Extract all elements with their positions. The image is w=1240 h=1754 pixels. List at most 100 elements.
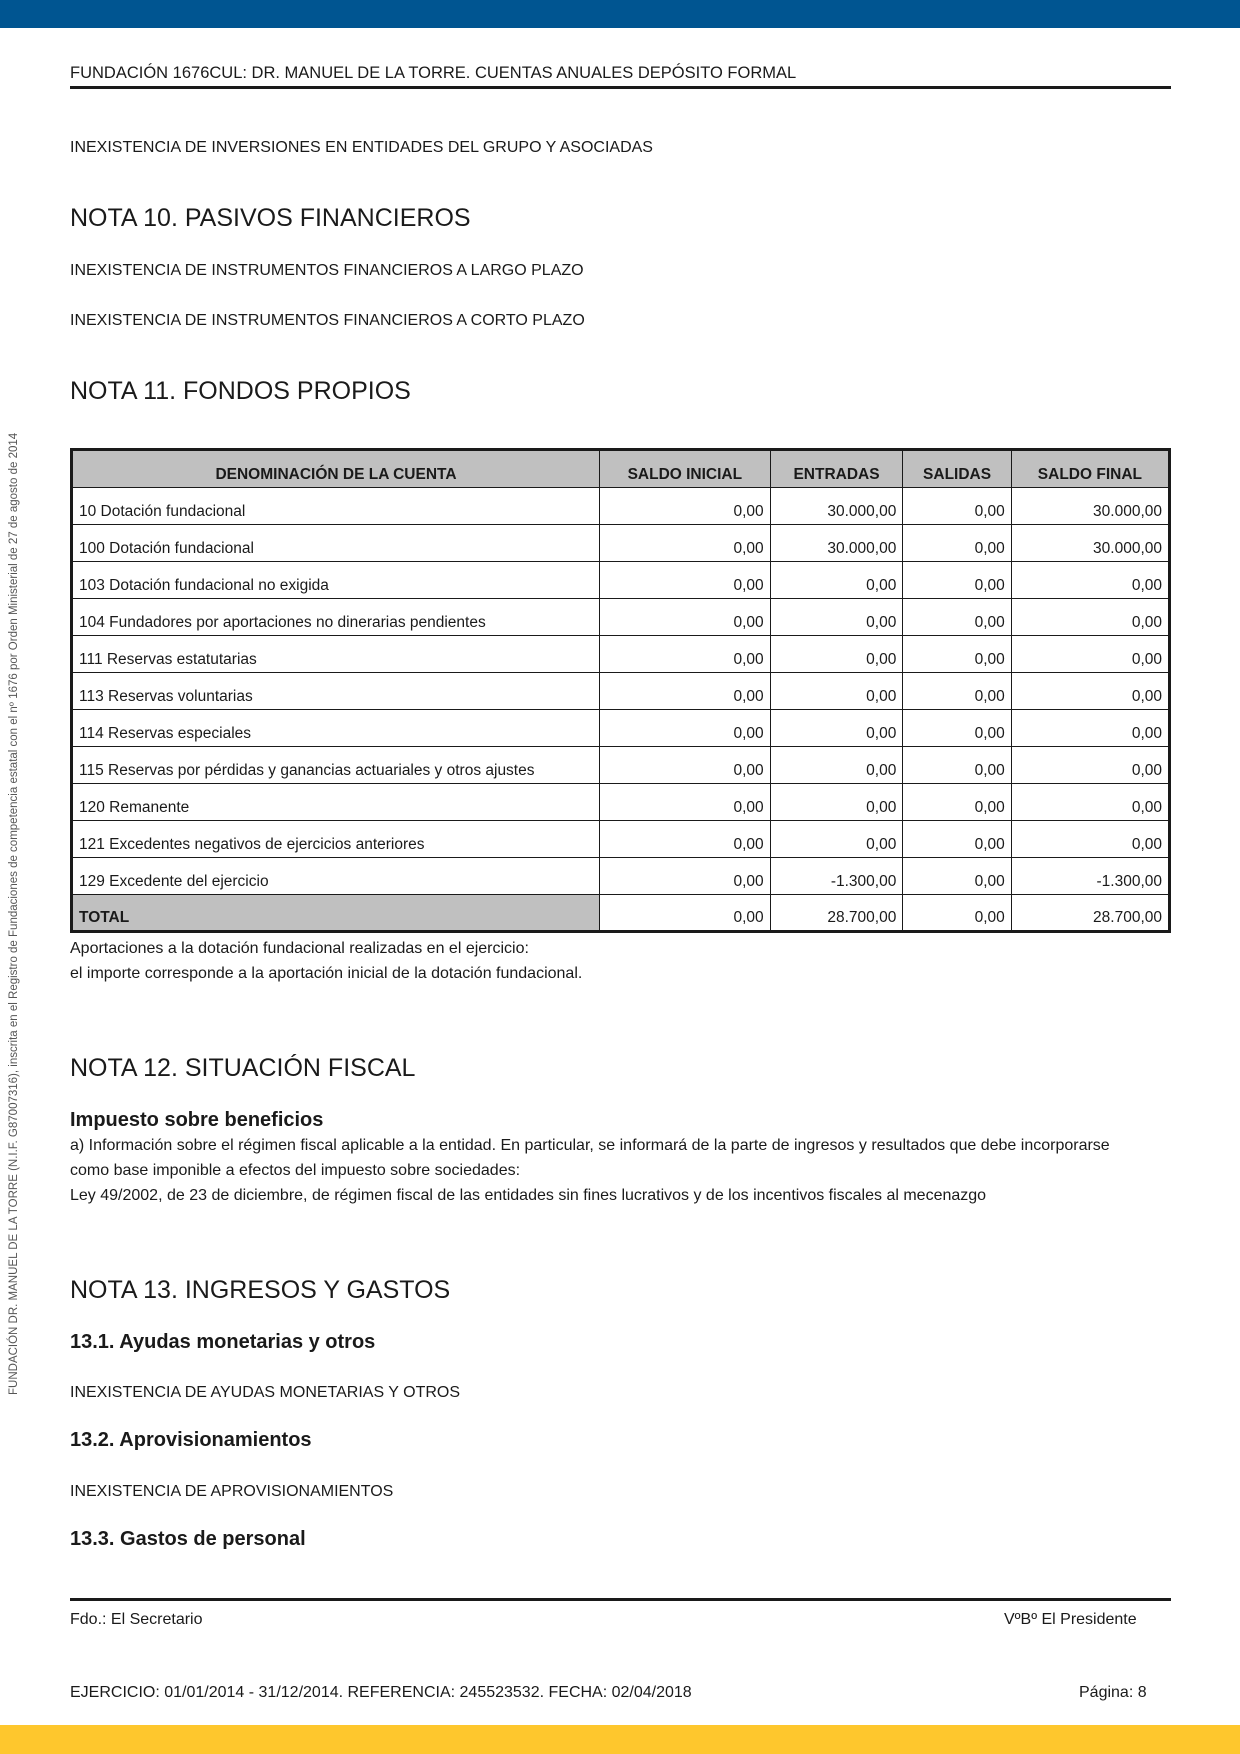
account-name-cell: TOTAL <box>71 894 600 932</box>
table-row: 113 Reservas voluntarias 0,00 0,00 0,00 0,00 <box>71 672 1171 710</box>
amount-cell: 0,00 <box>769 746 904 784</box>
table-row: 111 Reservas estatutarias 0,00 0,00 0,00 0,0… <box>71 635 1171 673</box>
nota10-line1: INEXISTENCIA DE INSTRUMENTOS FINANCIEROS… <box>70 262 584 279</box>
amount-cell: 0,00 <box>902 783 1012 821</box>
nota12-p3: Ley 49/2002, de 23 de diciembre, de régi… <box>70 1187 987 1204</box>
account-name-cell: 100 Dotación fundacional <box>71 524 600 562</box>
amount-cell: 0,00 <box>599 783 771 821</box>
table-total-row: TOTAL 0,00 28.700,00 0,00 28.700,00 <box>71 894 1171 932</box>
column-header: DENOMINACIÓN DE LA CUENTA <box>71 449 600 488</box>
nota12-p1: a) Información sobre el régimen fiscal a… <box>70 1137 1110 1154</box>
table-header-row: DENOMINACIÓN DE LA CUENTA SALDO INICIAL EN… <box>71 449 1171 488</box>
presidente-signature: VºBº El Presidente <box>1004 1611 1137 1628</box>
amount-cell: -1.300,00 <box>1010 857 1171 895</box>
amount-cell: 0,00 <box>599 709 771 747</box>
table-row: 114 Reservas especiales 0,00 0,00 0,00 0,00 <box>71 709 1171 747</box>
amount-cell: 0,00 <box>1010 561 1171 599</box>
account-name-cell: 10 Dotación fundacional <box>71 487 600 525</box>
amount-cell: 0,00 <box>599 746 771 784</box>
amount-cell: 0,00 <box>902 487 1012 525</box>
table-row: 129 Excedente del ejercicio 0,00 -1.300,00… <box>71 857 1171 895</box>
amount-cell: 0,00 <box>902 746 1012 784</box>
amount-cell: 0,00 <box>769 672 904 710</box>
amount-cell: 0,00 <box>599 524 771 562</box>
amount-cell: 0,00 <box>769 635 904 673</box>
account-name-cell: 104 Fundadores por aportaciones no diner… <box>71 598 600 636</box>
inversiones-text: INEXISTENCIA DE INVERSIONES EN ENTIDADES… <box>70 139 653 156</box>
page-number: Página: 8 <box>1079 1684 1147 1701</box>
amount-cell: 0,00 <box>902 672 1012 710</box>
document-header: FUNDACIÓN 1676CUL: DR. MANUEL DE LA TORR… <box>70 64 797 82</box>
table-row: 100 Dotación fundacional 0,00 30.000,00 0,0… <box>71 524 1171 562</box>
table-row: 120 Remanente 0,00 0,00 0,00 0,00 <box>71 783 1171 821</box>
column-header: SALDO FINAL <box>1010 449 1171 488</box>
ejercicio-reference: EJERCICIO: 01/01/2014 - 31/12/2014. REFE… <box>70 1684 692 1701</box>
amount-cell: 0,00 <box>1010 783 1171 821</box>
amount-cell: 0,00 <box>902 635 1012 673</box>
amount-cell: 0,00 <box>1010 709 1171 747</box>
amount-cell: 0,00 <box>769 709 904 747</box>
nota10-line2: INEXISTENCIA DE INSTRUMENTOS FINANCIEROS… <box>70 312 585 329</box>
nota11-note1: Aportaciones a la dotación fundacional r… <box>70 940 529 957</box>
column-header: SALDO INICIAL <box>599 449 771 488</box>
nota10-title: NOTA 10. PASIVOS FINANCIEROS <box>70 204 471 232</box>
nota13-s2: 13.2. Aprovisionamientos <box>70 1429 312 1451</box>
amount-cell: 0,00 <box>902 857 1012 895</box>
amount-cell: 0,00 <box>1010 598 1171 636</box>
amount-cell: 30.000,00 <box>769 524 904 562</box>
amount-cell: 0,00 <box>769 783 904 821</box>
header-rule <box>70 86 1171 89</box>
fondos-propios-table: DENOMINACIÓN DE LA CUENTA SALDO INICIAL EN… <box>70 448 1171 933</box>
nota13-s1-text: INEXISTENCIA DE AYUDAS MONETARIAS Y OTRO… <box>70 1384 461 1401</box>
amount-cell: 0,00 <box>902 820 1012 858</box>
amount-cell: 0,00 <box>769 598 904 636</box>
amount-cell: 0,00 <box>902 598 1012 636</box>
amount-cell: 0,00 <box>599 487 771 525</box>
amount-cell: 0,00 <box>1010 820 1171 858</box>
amount-cell: 0,00 <box>902 561 1012 599</box>
amount-cell: 0,00 <box>902 709 1012 747</box>
table-row: 115 Reservas por pérdidas y ganancias ac… <box>71 746 1171 784</box>
account-name-cell: 111 Reservas estatutarias <box>71 635 600 673</box>
secretario-signature: Fdo.: El Secretario <box>70 1611 203 1628</box>
nota11-note2: el importe corresponde a la aportación i… <box>70 965 583 982</box>
amount-cell: 28.700,00 <box>769 894 904 932</box>
nota13-s3: 13.3. Gastos de personal <box>70 1528 306 1550</box>
table-row: 121 Excedentes negativos de ejercicios a… <box>71 820 1171 858</box>
account-name-cell: 113 Reservas voluntarias <box>71 672 600 710</box>
amount-cell: 0,00 <box>599 598 771 636</box>
amount-cell: 0,00 <box>902 894 1012 932</box>
table-row: 103 Dotación fundacional no exigida 0,00 0… <box>71 561 1171 599</box>
account-name-cell: 120 Remanente <box>71 783 600 821</box>
account-name-cell: 121 Excedentes negativos de ejercicios a… <box>71 820 600 858</box>
amount-cell: 28.700,00 <box>1010 894 1171 932</box>
footer-rule <box>70 1598 1171 1601</box>
account-name-cell: 115 Reservas por pérdidas y ganancias ac… <box>71 746 600 784</box>
amount-cell: 0,00 <box>599 635 771 673</box>
amount-cell: 30.000,00 <box>769 487 904 525</box>
amount-cell: 0,00 <box>599 672 771 710</box>
account-name-cell: 129 Excedente del ejercicio <box>71 857 600 895</box>
amount-cell: 0,00 <box>599 857 771 895</box>
amount-cell: 0,00 <box>1010 672 1171 710</box>
amount-cell: 0,00 <box>1010 746 1171 784</box>
amount-cell: 30.000,00 <box>1010 487 1171 525</box>
amount-cell: 0,00 <box>769 561 904 599</box>
table-row: 104 Fundadores por aportaciones no diner… <box>71 598 1171 636</box>
amount-cell: 0,00 <box>769 820 904 858</box>
amount-cell: 0,00 <box>902 524 1012 562</box>
amount-cell: 0,00 <box>1010 635 1171 673</box>
nota12-p2: como base imponible a efectos del impues… <box>70 1162 521 1179</box>
account-name-cell: 103 Dotación fundacional no exigida <box>71 561 600 599</box>
nota13-s1: 13.1. Ayudas monetarias y otros <box>70 1331 376 1353</box>
side-registration-text: FUNDACIÓN DR. MANUEL DE LA TORRE (N.I.F.… <box>8 432 20 1395</box>
amount-cell: -1.300,00 <box>769 857 904 895</box>
column-header: SALIDAS <box>902 449 1012 488</box>
amount-cell: 0,00 <box>599 820 771 858</box>
table-row: 10 Dotación fundacional 0,00 30.000,00 0,00… <box>71 487 1171 525</box>
nota12-subtitle: Impuesto sobre beneficios <box>70 1109 324 1131</box>
amount-cell: 0,00 <box>599 894 771 932</box>
amount-cell: 0,00 <box>599 561 771 599</box>
nota13-title: NOTA 13. INGRESOS Y GASTOS <box>70 1276 451 1304</box>
nota13-s2-text: INEXISTENCIA DE APROVISIONAMIENTOS <box>70 1483 394 1500</box>
